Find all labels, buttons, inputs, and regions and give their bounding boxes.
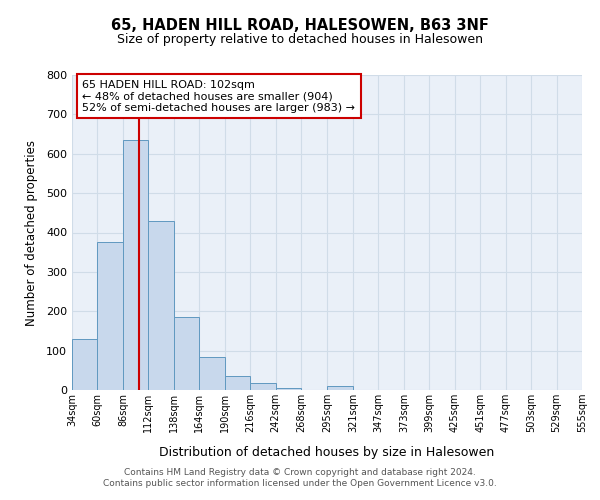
Bar [72, 339, 97, 390]
Bar [123, 140, 148, 390]
Y-axis label: Number of detached properties: Number of detached properties [25, 140, 38, 326]
Bar [328, 386, 353, 390]
Bar [250, 383, 275, 390]
Bar [225, 376, 250, 390]
Bar [199, 356, 225, 390]
Bar [275, 388, 301, 390]
Text: 65, HADEN HILL ROAD, HALESOWEN, B63 3NF: 65, HADEN HILL ROAD, HALESOWEN, B63 3NF [111, 18, 489, 32]
Bar [174, 317, 199, 390]
Bar [148, 220, 174, 390]
Text: Size of property relative to detached houses in Halesowen: Size of property relative to detached ho… [117, 32, 483, 46]
Text: 65 HADEN HILL ROAD: 102sqm
← 48% of detached houses are smaller (904)
52% of sem: 65 HADEN HILL ROAD: 102sqm ← 48% of deta… [82, 80, 355, 113]
Text: Contains HM Land Registry data © Crown copyright and database right 2024.
Contai: Contains HM Land Registry data © Crown c… [103, 468, 497, 487]
Bar [97, 242, 123, 390]
X-axis label: Distribution of detached houses by size in Halesowen: Distribution of detached houses by size … [160, 446, 494, 459]
